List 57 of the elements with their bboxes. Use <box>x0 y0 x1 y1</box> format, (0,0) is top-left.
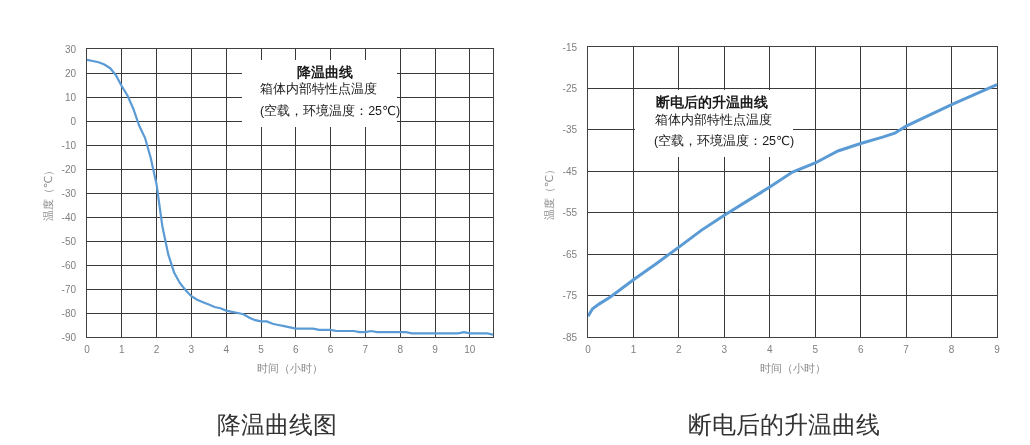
annotation: (空载，环境温度：25℃) <box>654 133 795 148</box>
x-tick-label: 9 <box>432 344 439 355</box>
y-tick-label: -75 <box>562 290 578 302</box>
x-tick-label: 1 <box>119 344 126 355</box>
x-tick-label: 6 <box>857 344 864 355</box>
annotation: 箱体内部特性点温度 <box>260 81 377 96</box>
x-tick-label: 0 <box>585 344 592 355</box>
y-tick-label: 0 <box>70 115 77 127</box>
annotation: 断电后的升温曲线 <box>656 94 768 110</box>
annotation: 降温曲线 <box>297 64 353 80</box>
x-tick-label: 7 <box>362 344 369 355</box>
x-tick-label: 7 <box>903 344 910 355</box>
y-tick-label: 20 <box>64 67 77 79</box>
text: 降温曲线图 <box>217 411 337 439</box>
line-series <box>87 58 493 336</box>
x-tick-label: 0 <box>84 344 91 355</box>
x-tick-label: 2 <box>676 344 683 355</box>
x-tick-label: 5 <box>258 344 265 355</box>
x-tick-label: 4 <box>767 344 773 355</box>
x-tick-label: 3 <box>721 344 728 355</box>
y-tick-label: 10 <box>64 91 77 103</box>
x-tick-label: 4 <box>223 344 230 355</box>
annotation: 箱体内部特性点温度 <box>655 112 772 127</box>
y-tick-label: -20 <box>61 163 77 175</box>
y-tick-label: -40 <box>61 211 77 223</box>
y-tick-label: -90 <box>61 331 77 343</box>
y-tick-label: -45 <box>562 165 578 177</box>
y-tick-label: -35 <box>562 124 578 136</box>
y-tick-label: -50 <box>61 235 77 247</box>
y-tick-label: -25 <box>562 82 578 94</box>
x-tick-label: 6 <box>327 344 334 355</box>
x-axis-title: 时间（小时） <box>759 362 826 375</box>
x-tick-label: 8 <box>948 344 955 355</box>
x-tick-label: 1 <box>630 344 637 355</box>
y-tick-label: -70 <box>61 283 77 295</box>
y-tick-label: 30 <box>64 43 77 55</box>
x-tick-label: 5 <box>812 344 819 355</box>
y-tick-label: -80 <box>61 307 77 319</box>
y-tick-label: -85 <box>562 331 578 343</box>
y-tick-label: -65 <box>562 248 578 260</box>
y-tick-label: -15 <box>562 41 578 53</box>
y-tick-label: -60 <box>61 259 77 271</box>
x-tick-label: 2 <box>153 344 160 355</box>
y-tick-label: -30 <box>61 187 77 199</box>
annotation: (空载，环境温度：25℃) <box>260 103 401 118</box>
text: 断电后的升温曲线 <box>688 411 880 439</box>
x-tick-label: 10 <box>464 344 476 355</box>
x-axis-title: 时间（小时） <box>257 362 323 375</box>
y-tick-label: -55 <box>562 207 578 219</box>
x-tick-label: 8 <box>397 344 404 355</box>
x-tick-label: 3 <box>188 344 195 355</box>
y-axis-title: 温度（℃） <box>543 163 556 221</box>
x-tick-label: 9 <box>994 344 1001 355</box>
y-axis-title: 温度（℃） <box>42 164 55 222</box>
line-series <box>588 83 997 318</box>
x-tick-label: 6 <box>293 344 300 355</box>
y-tick-label: -10 <box>61 139 77 151</box>
